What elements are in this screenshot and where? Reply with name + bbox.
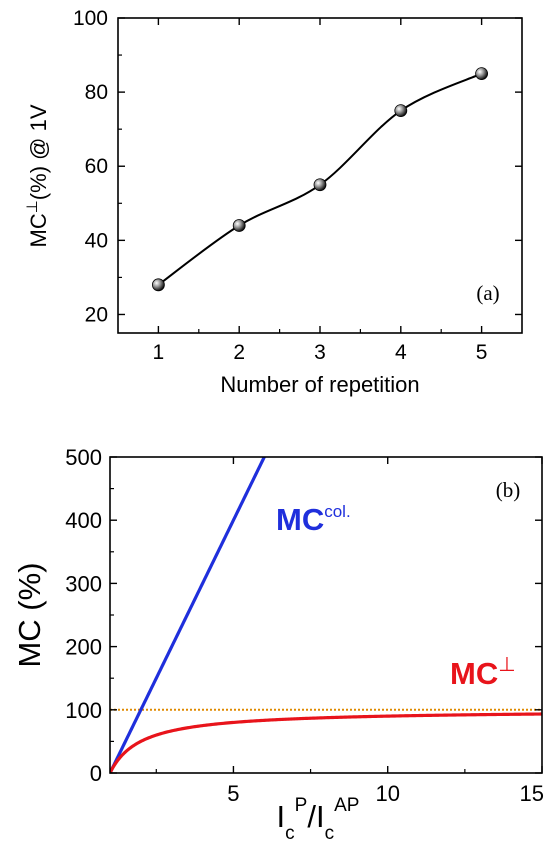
a-data-point	[313, 178, 327, 192]
b-ytick-label: 400	[65, 508, 102, 533]
chart-a-ticks	[118, 17, 522, 333]
chart-b-ylabel: MC (%)	[12, 562, 47, 667]
chart-b-series-label-mc-perp: MC⊥	[450, 654, 516, 691]
a-ytick-label: 60	[85, 155, 108, 178]
chart-a-tick-labels: 1 2 3 4 5 20 40 60 80 100	[73, 7, 487, 364]
b-xtick-label: 10	[375, 781, 399, 806]
a-xtick-label: 4	[395, 341, 407, 364]
b-xtick-label: 15	[520, 781, 544, 806]
chart-a: 1 2 3 4 5 20 40 60 80 100 (a) Number of repetitio…	[24, 7, 523, 397]
chart-b-panel-label: (b)	[496, 478, 521, 502]
chart-b-series-label-mc-col: MCcol.	[276, 502, 351, 537]
chart-a-points	[151, 67, 489, 292]
a-xtick-label: 2	[233, 341, 245, 364]
chart-b: 5 10 15 0 100 200 300 400 500 (b) MCcol. MC⊥ MC …	[12, 445, 544, 844]
b-ytick-label: 200	[65, 635, 102, 660]
a-data-point	[394, 104, 408, 118]
b-ytick-label: 0	[90, 761, 102, 786]
a-xtick-label: 3	[314, 341, 326, 364]
chart-b-xlabel: IcP/IcAP	[277, 795, 360, 844]
a-data-point	[151, 278, 165, 292]
a-ytick-label: 20	[85, 303, 108, 326]
b-ytick-label: 300	[65, 571, 102, 596]
chart-a-xlabel: Number of repetition	[220, 372, 419, 397]
a-ytick-label: 100	[73, 7, 108, 30]
chart-b-series-mc-perp	[110, 712, 542, 773]
chart-b-tick-labels: 5 10 15 0 100 200 300 400 500	[65, 445, 544, 806]
a-ytick-label: 80	[85, 81, 108, 104]
chart-a-panel-label: (a)	[476, 281, 499, 305]
chart-a-ylabel: MC⊥(%) @ 1V	[24, 104, 51, 247]
a-xtick-label: 1	[153, 341, 165, 364]
a-data-point	[232, 219, 246, 232]
chart-a-frame	[117, 17, 523, 334]
a-data-point	[475, 67, 489, 80]
b-ytick-label: 100	[65, 698, 102, 723]
a-ytick-label: 40	[85, 229, 108, 252]
b-xtick-label: 5	[227, 781, 239, 806]
chart-b-ticks	[110, 456, 543, 774]
b-ytick-label: 500	[65, 445, 102, 470]
a-xtick-label: 5	[476, 341, 488, 364]
chart-b-series-mc-col	[110, 457, 267, 773]
